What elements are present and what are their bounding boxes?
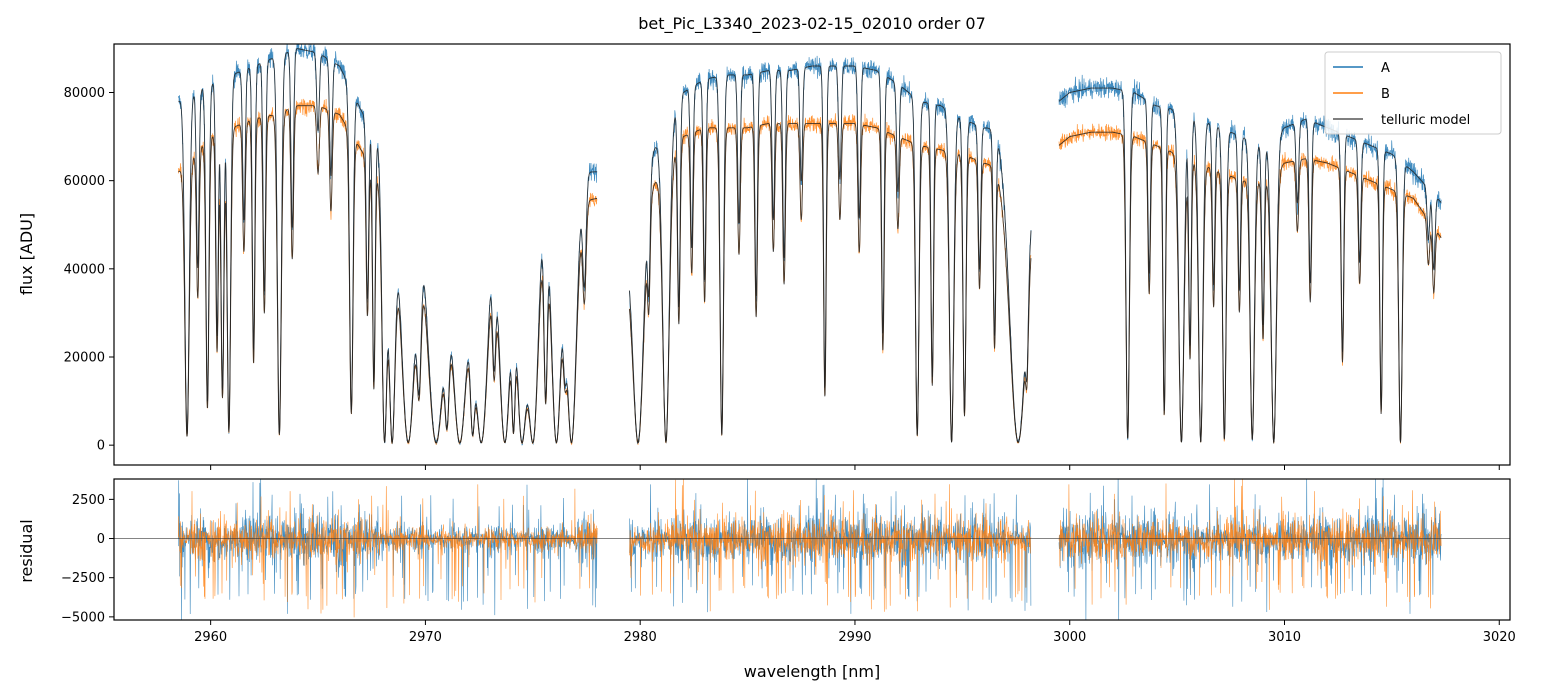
flux-y-axis: 0 20000 40000 60000 80000 — [64, 86, 114, 454]
residual-xtick-label: 3020 — [1483, 630, 1516, 645]
residual-xtick-label: 3000 — [1053, 630, 1086, 645]
flux-ytick-label: 40000 — [64, 262, 105, 277]
residual-b-line — [1058, 479, 1442, 610]
residual-series-group — [114, 479, 1510, 620]
residual-y-axis-label: residual — [17, 519, 36, 582]
flux-panel: 0 20000 40000 60000 80000 flux [ADU] A B tel… — [17, 43, 1511, 470]
residual-ytick-label: −5000 — [61, 610, 105, 625]
residual-xtick-label: 2960 — [194, 630, 227, 645]
legend-label-a: A — [1381, 61, 1390, 76]
telluric-model-b-line — [178, 105, 598, 445]
telluric-model-b-line — [628, 122, 1032, 444]
x-axis-label: wavelength [nm] — [744, 662, 881, 681]
flux-ytick-label: 60000 — [64, 174, 105, 189]
residual-y-axis: −5000 −2500 0 2500 — [61, 493, 114, 625]
legend-label-b: B — [1381, 87, 1390, 102]
residual-xtick-label: 2980 — [624, 630, 657, 645]
residual-x-axis: 2960 2970 2980 2990 3000 3010 3020 — [194, 620, 1516, 645]
flux-ytick-label: 0 — [97, 439, 105, 454]
residual-b-line — [178, 484, 598, 618]
flux-axes-frame — [113, 43, 1511, 466]
flux-y-axis-label: flux [ADU] — [17, 213, 36, 295]
residual-xtick-label: 2990 — [838, 630, 871, 645]
flux-ytick-label: 80000 — [64, 86, 105, 101]
residual-ytick-label: −2500 — [61, 571, 105, 586]
chart-title: bet_Pic_L3340_2023-02-15_02010 order 07 — [638, 14, 986, 34]
residual-axes-frame — [113, 478, 1511, 621]
residual-ytick-label: 2500 — [72, 493, 105, 508]
residual-xtick-label: 2970 — [409, 630, 442, 645]
legend: A B telluric model — [1324, 51, 1502, 135]
residual-ytick-label: 0 — [97, 532, 105, 547]
residual-xtick-label: 3010 — [1268, 630, 1301, 645]
flux-series-group — [178, 44, 1442, 446]
flux-ytick-label: 20000 — [64, 350, 105, 365]
residual-panel: −5000 −2500 0 2500 2960 2970 2980 2990 3000 3010… — [17, 478, 1516, 681]
telluric-model-b-line — [1058, 131, 1442, 445]
legend-box — [1324, 51, 1502, 135]
telluric-model-a-line — [178, 48, 597, 445]
legend-label-telluric: telluric model — [1381, 113, 1470, 128]
flux-x-axis — [210, 465, 1500, 470]
